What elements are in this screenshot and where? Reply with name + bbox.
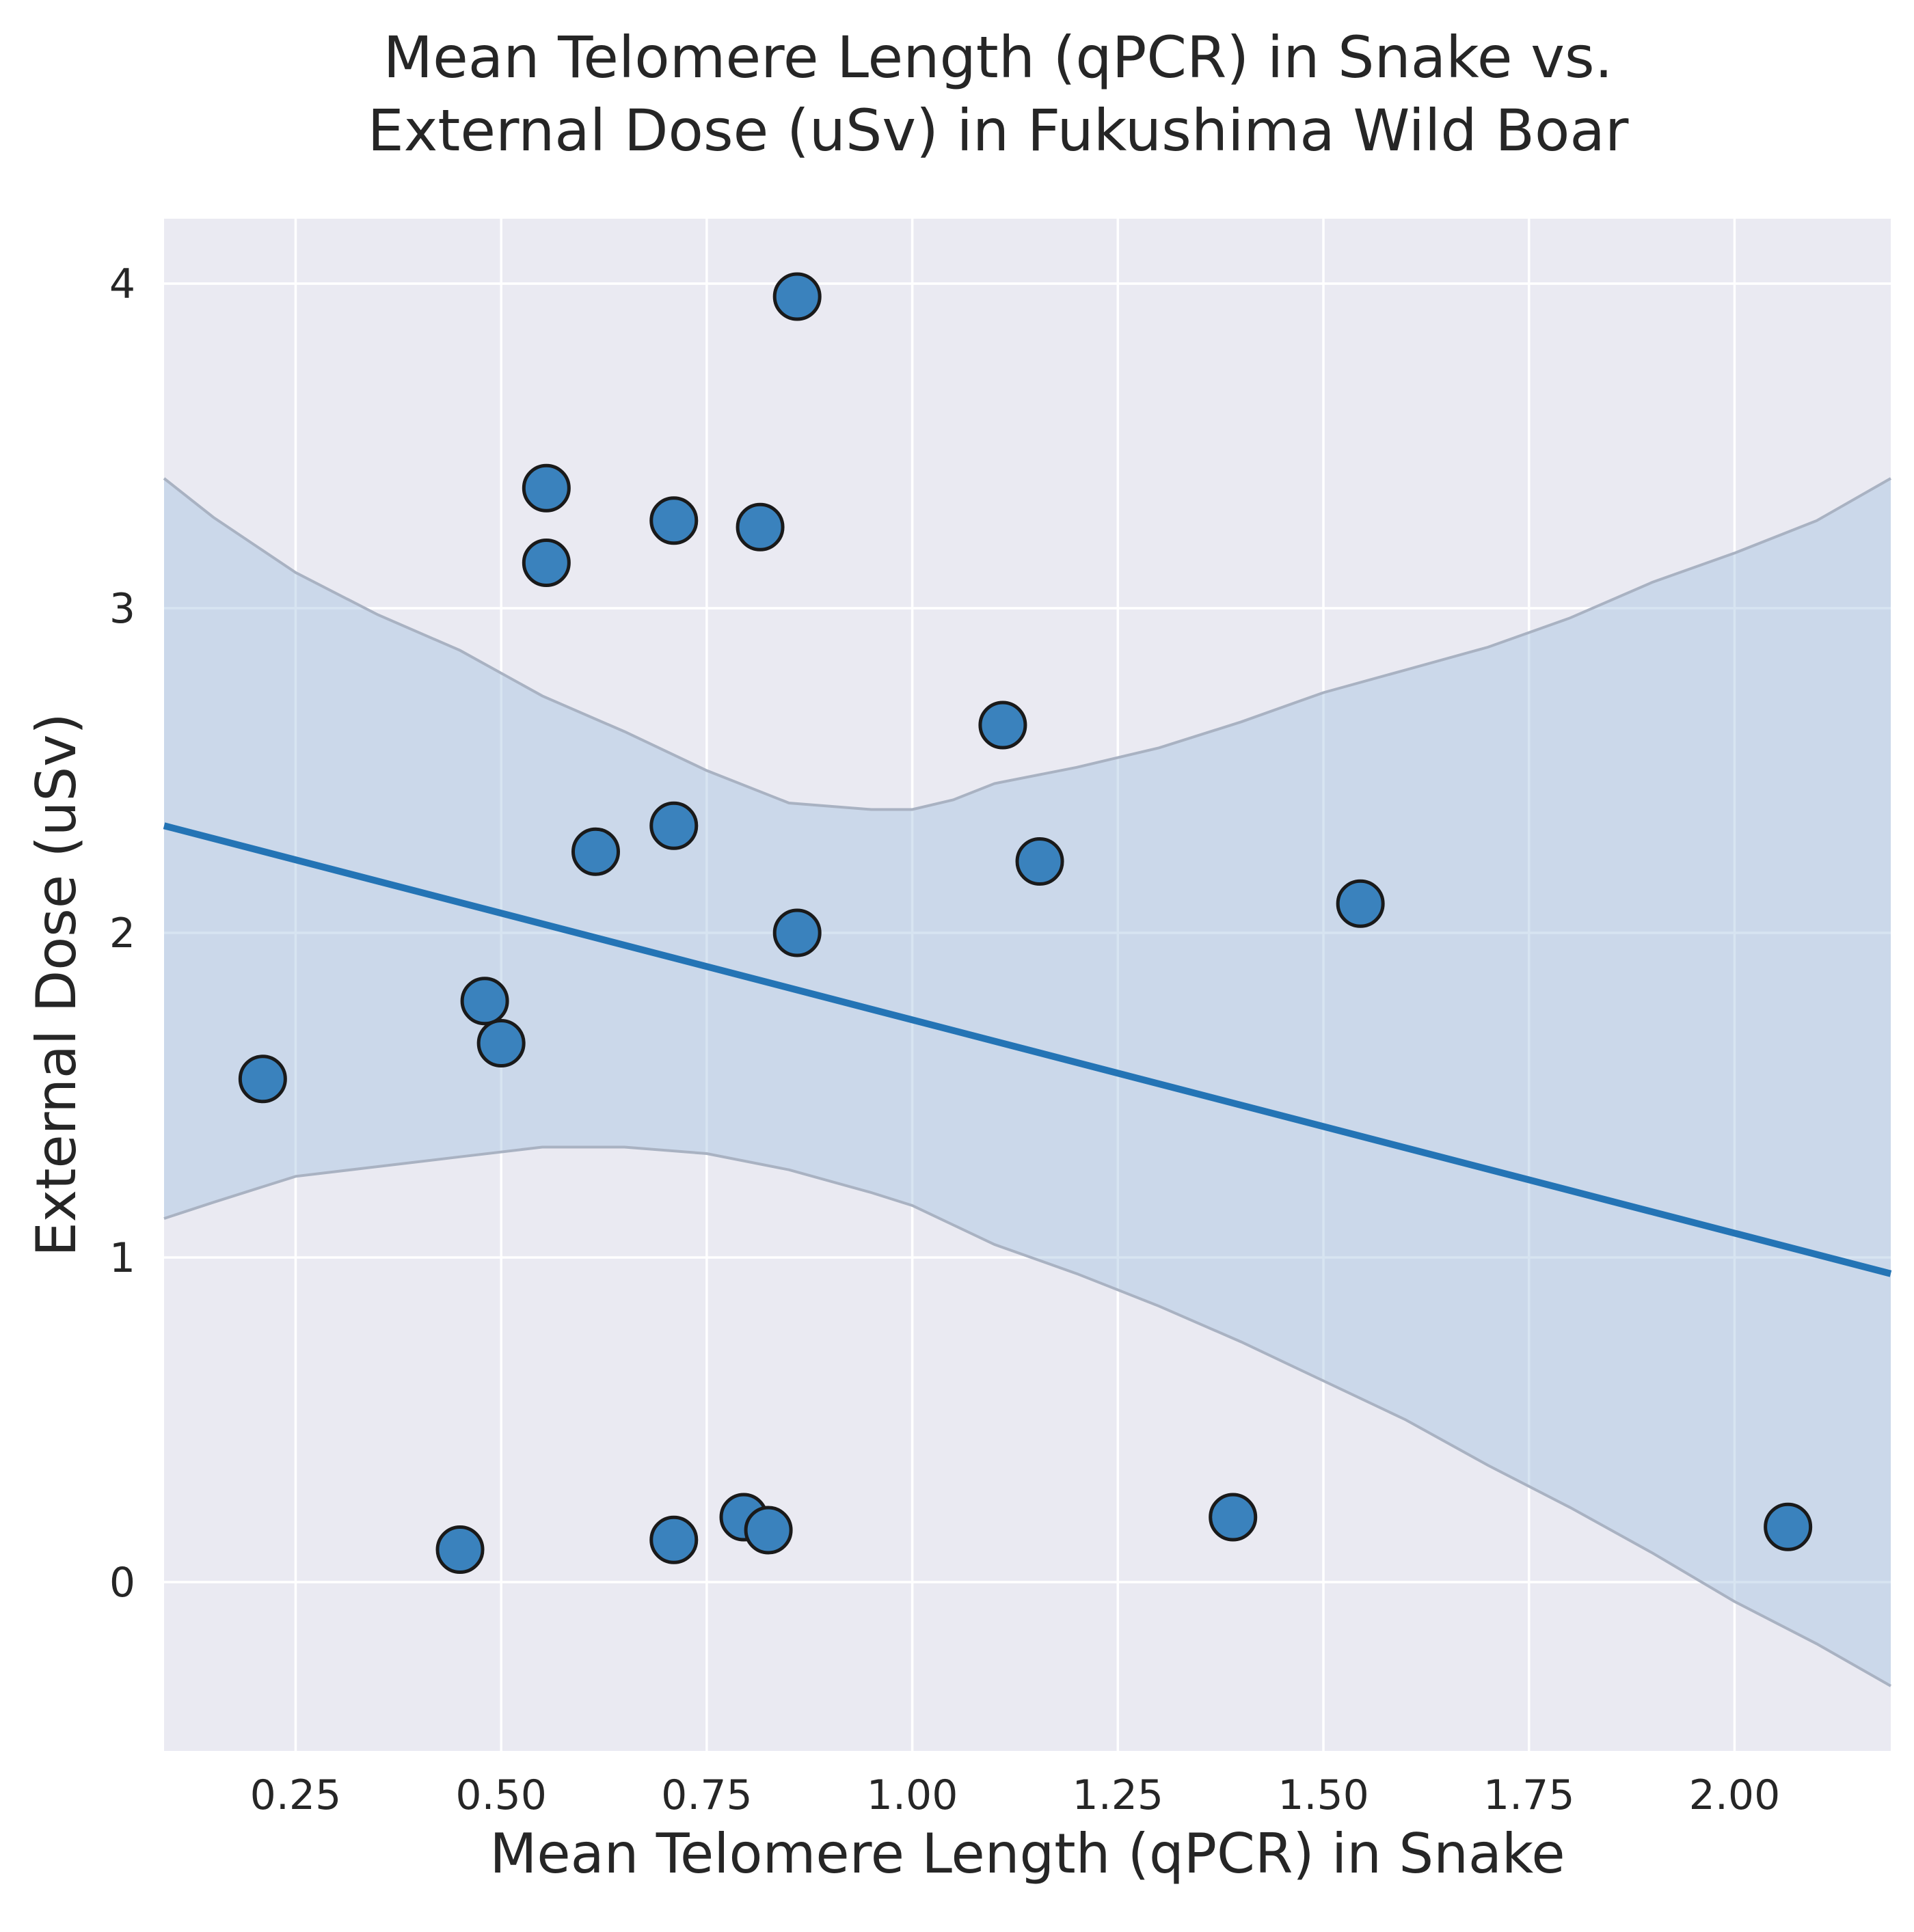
x-tick-label: 1.50 <box>1278 1771 1369 1819</box>
confidence-band-layer <box>163 477 1891 1687</box>
x-tick-labels: 0.25 0.50 0.75 1.00 1.25 1.50 1.75 2.00 <box>250 1771 1781 1819</box>
x-tick-label: 0.75 <box>661 1771 753 1819</box>
confidence-band-upper-edge <box>163 477 1891 811</box>
data-point <box>522 463 571 513</box>
chart-title-line-1: Mean Telomere Length (qPCR) in Snake vs. <box>383 24 1613 91</box>
data-point <box>649 801 699 850</box>
y-tick-label: 1 <box>109 1234 135 1282</box>
points-layer <box>238 272 1813 1574</box>
data-point <box>772 908 822 957</box>
x-tick-label: 1.00 <box>867 1771 958 1819</box>
data-point <box>238 1055 287 1104</box>
data-point <box>1764 1502 1813 1551</box>
confidence-band-lower-edge <box>163 1145 1891 1687</box>
data-point <box>1015 837 1064 886</box>
data-point <box>649 1515 699 1564</box>
regression-line-layer <box>163 822 1892 1277</box>
data-point <box>460 977 509 1026</box>
x-axis-label: Mean Telomere Length (qPCR) in Snake <box>489 1822 1565 1886</box>
x-tick-label: 0.25 <box>250 1771 342 1819</box>
data-point <box>736 502 785 552</box>
data-point <box>435 1525 485 1574</box>
data-point <box>1336 879 1385 928</box>
x-tick-label: 0.50 <box>455 1771 547 1819</box>
x-tick-label: 2.00 <box>1689 1771 1781 1819</box>
y-tick-label: 3 <box>109 585 135 633</box>
x-tick-label: 1.75 <box>1483 1771 1575 1819</box>
data-point <box>744 1506 793 1555</box>
y-axis-label: External Dose (uSv) <box>25 713 88 1256</box>
data-point <box>476 1019 526 1067</box>
data-point <box>571 827 620 876</box>
regression-line <box>163 822 1892 1277</box>
y-tick-label: 0 <box>109 1559 135 1607</box>
data-point <box>772 272 822 321</box>
plot-area <box>164 219 1891 1751</box>
data-point <box>649 496 699 545</box>
y-tick-label: 2 <box>109 910 135 957</box>
data-point <box>522 539 571 587</box>
y-tick-labels: 0 1 2 3 4 <box>109 260 135 1607</box>
y-tick-label: 4 <box>109 260 135 308</box>
data-point <box>1209 1493 1258 1542</box>
chart-title-line-2: External Dose (uSv) in Fukushima Wild Bo… <box>368 97 1629 164</box>
confidence-band <box>164 478 1891 1686</box>
data-point <box>978 700 1027 750</box>
x-tick-label: 1.25 <box>1073 1771 1164 1819</box>
